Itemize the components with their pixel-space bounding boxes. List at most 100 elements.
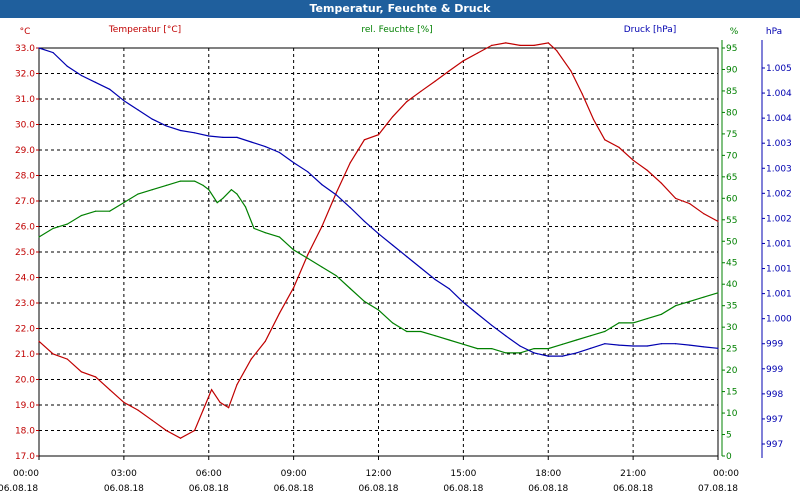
data-point-humidity xyxy=(293,249,295,251)
temperature-tick-label: 20.0 xyxy=(15,376,35,386)
data-point-humidity xyxy=(392,322,394,324)
data-point-humidity xyxy=(137,193,139,195)
data-point-temperature xyxy=(618,146,620,148)
data-point-humidity xyxy=(632,322,634,324)
data-point-temperature xyxy=(581,93,583,95)
temperature-tick-label: 32.0 xyxy=(15,70,35,80)
data-point-temperature xyxy=(219,401,221,403)
data-point-humidity xyxy=(222,197,224,199)
temperature-tick-label: 24.0 xyxy=(15,274,35,284)
data-point-temperature xyxy=(717,220,719,222)
series-line-temperature xyxy=(38,42,719,439)
data-point-humidity xyxy=(618,322,620,324)
data-point-humidity xyxy=(151,189,153,191)
data-point-temperature xyxy=(660,182,663,184)
data-point-humidity xyxy=(202,184,204,186)
humidity-tick-label: 30 xyxy=(726,323,738,333)
data-point-temperature xyxy=(434,80,436,82)
data-point-humidity xyxy=(406,330,408,333)
data-point-pressure xyxy=(222,136,224,138)
data-point-temperature xyxy=(448,70,450,72)
humidity-unit-label: % xyxy=(730,27,739,37)
window-title: Temperatur, Feuchte & Druck xyxy=(0,0,800,18)
data-point-temperature xyxy=(476,52,479,54)
data-point-temperature xyxy=(278,312,281,314)
x-tick-date: 06.08.18 xyxy=(613,484,653,494)
data-point-temperature xyxy=(250,358,252,360)
data-point-temperature xyxy=(592,118,595,120)
data-point-temperature xyxy=(321,225,323,228)
data-point-pressure xyxy=(590,347,592,349)
temperature-tick-label: 28.0 xyxy=(15,172,35,182)
data-point-temperature xyxy=(392,116,394,118)
data-point-temperature xyxy=(519,44,521,46)
data-point-humidity xyxy=(278,236,281,238)
data-point-temperature xyxy=(293,287,295,289)
data-point-humidity xyxy=(646,318,648,320)
pressure-unit-label: hPa xyxy=(766,27,782,37)
humidity-tick-label: 80 xyxy=(726,108,738,118)
data-point-humidity xyxy=(80,214,82,217)
data-point-pressure xyxy=(505,335,507,337)
data-point-temperature xyxy=(202,409,204,411)
x-tick-time: 03:00 xyxy=(111,469,137,479)
pressure-tick-label: 1.002 xyxy=(766,214,792,224)
temperature-tick-label: 25.0 xyxy=(15,248,35,258)
temperature-tick-label: 30.0 xyxy=(15,121,35,131)
data-point-temperature xyxy=(80,371,82,373)
data-point-humidity xyxy=(95,210,97,212)
humidity-tick-label: 40 xyxy=(726,280,738,290)
data-point-humidity xyxy=(675,305,677,307)
humidity-tick-label: 70 xyxy=(726,151,738,161)
data-point-temperature xyxy=(689,203,691,205)
data-point-humidity xyxy=(505,352,507,354)
humidity-tick-label: 65 xyxy=(726,173,737,183)
data-point-humidity xyxy=(519,352,521,354)
data-point-temperature xyxy=(533,44,535,46)
data-point-pressure xyxy=(123,100,125,102)
axes xyxy=(36,40,765,460)
data-point-pressure xyxy=(363,220,365,222)
pressure-tick-label: 1.001 xyxy=(766,239,792,249)
data-point-temperature xyxy=(406,101,408,103)
data-point-pressure xyxy=(236,136,238,138)
data-point-temperature xyxy=(556,50,558,52)
x-tick-time: 09:00 xyxy=(281,469,307,479)
data-point-pressure xyxy=(434,278,436,281)
data-point-pressure xyxy=(52,52,54,54)
data-point-temperature xyxy=(151,419,153,421)
data-point-humidity xyxy=(165,184,167,186)
humidity-tick-label: 95 xyxy=(726,44,737,54)
data-point-humidity xyxy=(561,343,564,345)
pressure-legend: Druck [hPa] xyxy=(624,25,677,35)
temperature-tick-label: 26.0 xyxy=(15,223,35,233)
data-point-humidity xyxy=(448,339,450,341)
data-point-pressure xyxy=(66,65,68,67)
data-point-temperature xyxy=(52,353,54,355)
data-point-temperature xyxy=(547,42,549,44)
x-tick-time: 12:00 xyxy=(366,469,392,479)
data-point-pressure xyxy=(377,233,380,235)
data-point-pressure xyxy=(80,74,82,77)
data-point-temperature xyxy=(264,340,266,342)
pressure-tick-label: 997 xyxy=(766,440,783,450)
data-point-temperature xyxy=(420,90,422,92)
humidity-tick-label: 25 xyxy=(726,345,737,355)
x-tick-date: 06.08.18 xyxy=(0,484,38,494)
pressure-tick-label: 999 xyxy=(766,365,783,375)
humidity-tick-label: 15 xyxy=(726,388,737,398)
data-point-temperature xyxy=(179,437,182,439)
humidity-tick-label: 90 xyxy=(726,65,738,75)
data-point-humidity xyxy=(264,232,266,234)
x-tick-date: 07.08.18 xyxy=(698,484,738,494)
data-point-pressure xyxy=(561,355,564,357)
chart-background xyxy=(0,18,800,500)
data-point-pressure xyxy=(95,81,97,83)
data-point-humidity xyxy=(703,296,705,298)
pressure-tick-label: 1.002 xyxy=(766,189,792,199)
pressure-tick-label: 999 xyxy=(766,340,783,350)
data-point-pressure xyxy=(38,47,40,49)
humidity-tick-label: 45 xyxy=(726,259,737,269)
series-layer xyxy=(38,42,719,439)
data-point-pressure xyxy=(208,135,210,137)
